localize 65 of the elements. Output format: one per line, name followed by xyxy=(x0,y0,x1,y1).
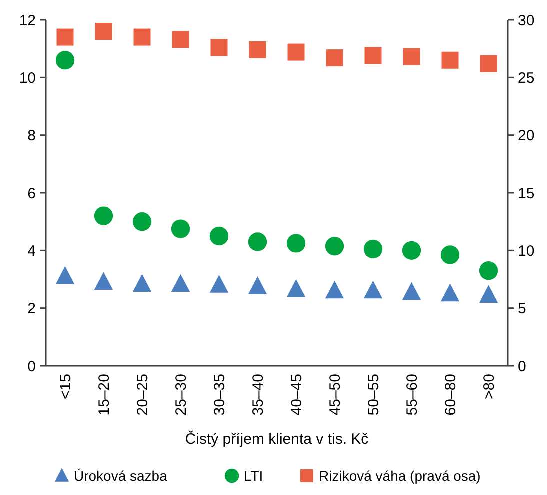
x-tick-label: <15 xyxy=(58,374,74,400)
y2-tick-label: 15 xyxy=(518,185,535,202)
x-tick-label: 25–30 xyxy=(173,374,190,416)
point xyxy=(95,23,112,40)
point xyxy=(132,274,152,292)
x-tick-label: 50–55 xyxy=(366,374,382,416)
point xyxy=(402,241,422,260)
point xyxy=(440,284,460,302)
point xyxy=(325,236,344,256)
x-tick-label: 55–60 xyxy=(404,374,421,416)
point xyxy=(402,282,422,300)
point xyxy=(479,285,498,304)
x-tick-label: 20–25 xyxy=(134,374,152,416)
point xyxy=(248,232,268,252)
legend-label: LTI xyxy=(244,468,264,484)
point xyxy=(248,276,268,294)
point xyxy=(210,39,228,56)
point xyxy=(442,52,459,69)
point xyxy=(132,212,152,232)
point xyxy=(56,28,74,46)
x-tick-label: 15–20 xyxy=(96,374,113,416)
point xyxy=(364,240,383,259)
y2-tick-label: 0 xyxy=(518,358,526,376)
point xyxy=(286,279,306,298)
legend-label: Úroková sazba xyxy=(74,468,168,484)
point xyxy=(364,280,383,299)
y2-tick-label: 20 xyxy=(518,128,535,145)
point xyxy=(210,226,229,246)
point xyxy=(403,48,420,66)
y2-tick-label: 30 xyxy=(518,12,535,30)
y-tick-label: 0 xyxy=(28,358,36,376)
point xyxy=(134,28,151,46)
point xyxy=(480,55,498,72)
x-axis-title: Čistý příjem klienta v tis. Kč xyxy=(185,430,370,448)
point xyxy=(94,206,114,226)
y-tick-label: 2 xyxy=(28,300,36,318)
y2-tick-label: 10 xyxy=(518,242,535,260)
point xyxy=(56,266,75,284)
point xyxy=(171,220,190,238)
point xyxy=(440,246,460,264)
point xyxy=(286,234,306,253)
point xyxy=(364,47,382,64)
y-tick-label: 12 xyxy=(19,12,36,30)
point xyxy=(172,31,190,48)
point xyxy=(249,41,266,58)
y-tick-label: 10 xyxy=(19,70,36,87)
x-tick-label: >80 xyxy=(481,374,498,400)
point xyxy=(288,44,305,61)
x-tick-label: 40–45 xyxy=(288,374,306,416)
point xyxy=(210,275,229,293)
x-tick-label: 30–35 xyxy=(212,374,228,416)
y-tick-label: 8 xyxy=(28,128,36,145)
point xyxy=(479,262,498,280)
y2-tick-label: 5 xyxy=(518,300,526,318)
y2-tick-label: 25 xyxy=(518,70,535,87)
point xyxy=(326,50,344,67)
legend-label: Riziková váha (pravá osa) xyxy=(319,468,481,484)
x-tick-label: 35–40 xyxy=(250,374,267,416)
point xyxy=(325,280,344,299)
point xyxy=(94,272,114,290)
point xyxy=(171,274,190,292)
x-tick-label: 45–50 xyxy=(327,374,344,416)
y-tick-label: 4 xyxy=(28,242,36,260)
y-tick-label: 6 xyxy=(28,185,36,202)
x-tick-label: 60–80 xyxy=(442,374,460,416)
